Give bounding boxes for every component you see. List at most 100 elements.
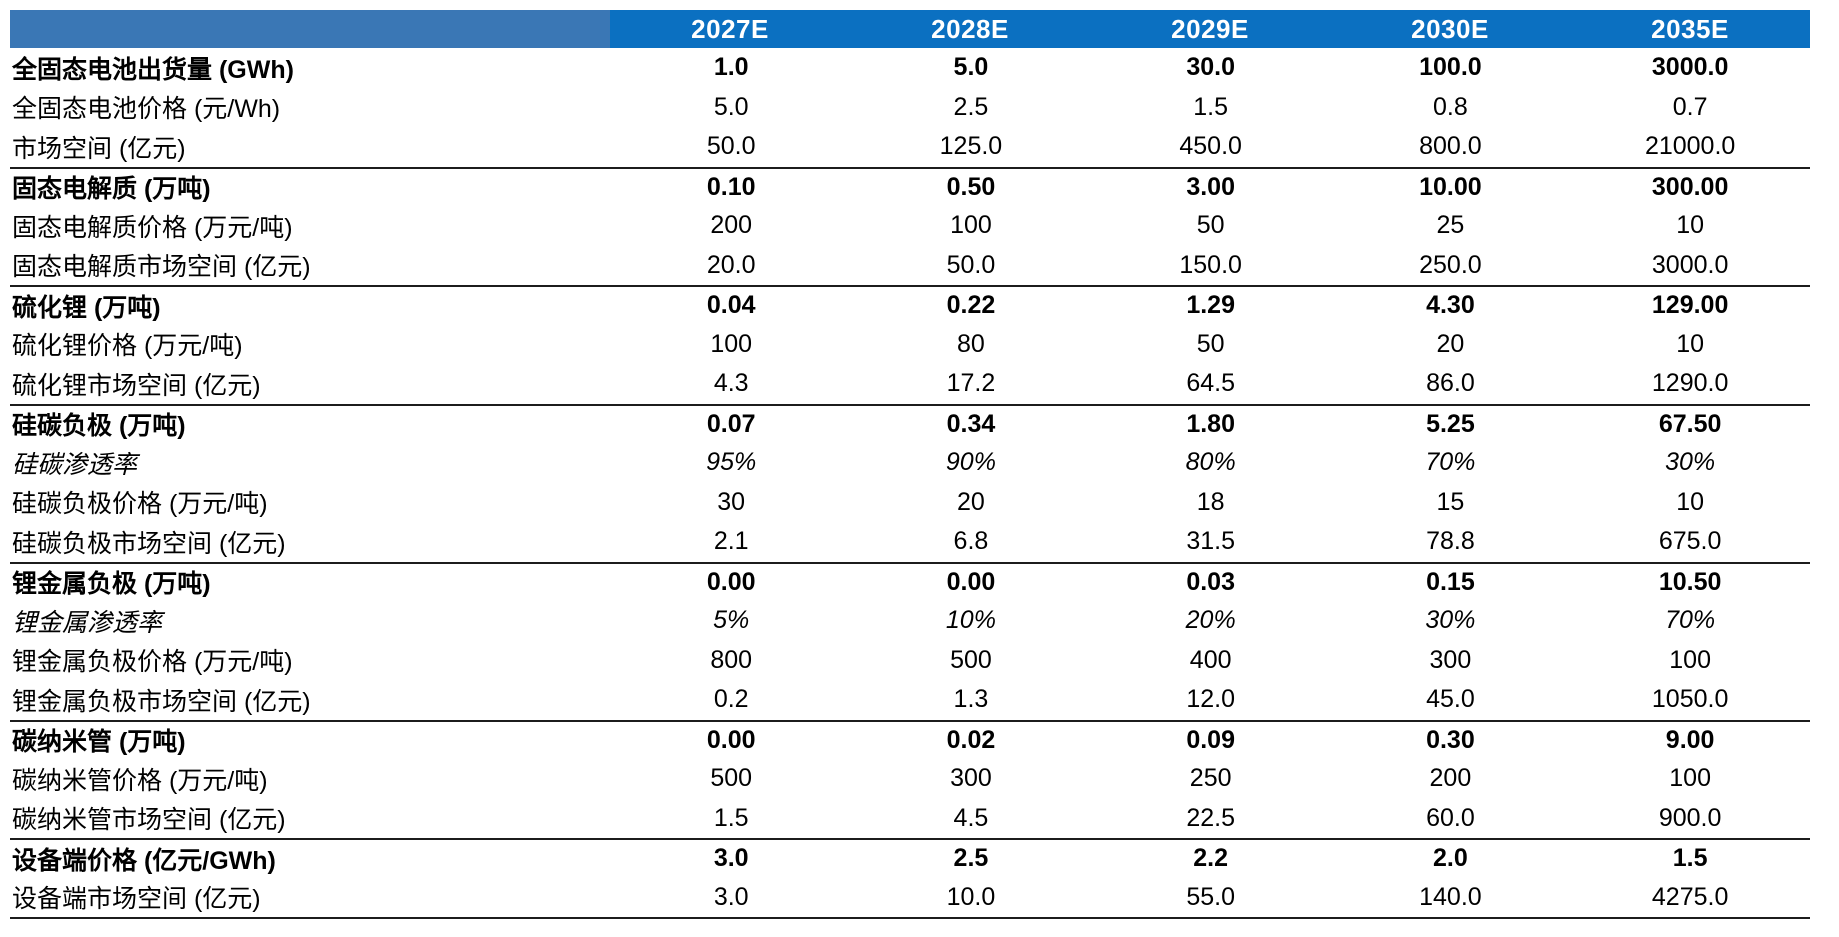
cell-value: 0.00 [706,725,756,754]
table-row: 全固态电池出货量 (GWh) 1.0 5.0 30.0 100.0 3000.0 [10,48,1810,88]
cell-value: 10 [1676,211,1705,240]
cell-value: 2.5 [953,92,989,121]
cell-value: 3.0 [713,844,749,873]
cell-value: 50.0 [706,132,756,161]
cell-value: 1.80 [1186,409,1235,438]
cell-value: 10 [1676,487,1705,516]
cell-value: 0.10 [706,172,756,201]
cell-value: 0.02 [946,725,996,754]
cell-value: 0.22 [946,291,996,320]
cell-value: 3.00 [1186,172,1235,201]
row-label: 硅碳负极市场空间 (亿元) [12,529,286,558]
cell-value: 0.00 [946,567,996,596]
cell-value: 4275.0 [1651,882,1729,911]
row-label: 市场空间 (亿元) [12,134,186,163]
cell-value: 0.03 [1186,567,1235,596]
cell-value: 800.0 [1419,132,1482,161]
cell-value: 200 [1429,764,1472,793]
cell-value: 3000.0 [1651,53,1729,82]
row-label: 固态电解质市场空间 (亿元) [12,253,311,282]
cell-value: 200 [710,211,753,240]
cell-value: 55.0 [1186,882,1235,911]
cell-value: 30% [1425,606,1476,635]
row-label: 锂金属负极 (万吨) [12,570,211,599]
cell-value: 4.5 [953,803,989,832]
cell-value: 31.5 [1186,527,1235,556]
row-label: 硫化锂 (万吨) [12,293,161,322]
cell-value: 140.0 [1419,882,1482,911]
cell-value: 800 [710,645,753,674]
row-label: 设备端价格 (亿元/GWh) [12,846,276,875]
cell-value: 0.00 [706,567,756,596]
row-label: 锂金属渗透率 [12,608,163,637]
row-label: 固态电解质 (万吨) [12,175,211,204]
cell-value: 5.25 [1426,409,1475,438]
cell-value: 30 [717,487,746,516]
cell-value: 1.3 [953,685,989,714]
cell-value: 6.8 [953,527,989,556]
cell-value: 2.0 [1433,844,1468,873]
cell-value: 12.0 [1186,685,1235,714]
cell-value: 0.8 [1433,92,1468,121]
cell-value: 1.5 [1193,92,1229,121]
cell-value: 25 [1436,211,1465,240]
table-row: 硫化锂市场空间 (亿元) 4.3 17.2 64.5 86.0 1290.0 [10,364,1810,404]
table-body: 全固态电池出货量 (GWh) 1.0 5.0 30.0 100.0 3000.0 全固态电池… [10,48,1810,919]
cell-value: 78.8 [1426,527,1475,556]
table-row: 碳纳米管 (万吨) 0.00 0.02 0.09 0.30 9.00 [10,719,1810,760]
row-label: 固态电解质价格 (万元/吨) [12,213,293,242]
cell-value: 0.04 [706,291,756,320]
table-row: 硅碳负极价格 (万元/吨) 30 20 18 15 10 [10,483,1810,523]
table-header-row: 2027E 2028E 2029E 2030E 2035E [10,10,1810,48]
cell-value: 1.5 [1672,844,1708,873]
cell-value: 4.30 [1426,291,1475,320]
row-label: 全固态电池价格 (元/Wh) [12,95,281,124]
table-row: 锂金属负极 (万吨) 0.00 0.00 0.03 0.15 10.50 [10,561,1810,602]
table-row: 硅碳负极市场空间 (亿元) 2.1 6.8 31.5 78.8 675.0 [10,522,1810,562]
cell-value: 50.0 [946,250,996,279]
row-label: 碳纳米管市场空间 (亿元) [12,806,286,835]
cell-value: 1.29 [1186,291,1235,320]
cell-value: 0.2 [713,685,749,714]
row-label: 锂金属负极价格 (万元/吨) [12,648,293,677]
cell-value: 0.30 [1426,725,1475,754]
cell-value: 80 [957,329,985,358]
cell-value: 20.0 [706,250,756,279]
cell-value: 5.0 [953,53,989,82]
cell-value: 300.00 [1651,172,1729,201]
table-row: 硫化锂价格 (万元/吨) 100 80 50 20 10 [10,325,1810,365]
table-row: 固态电解质市场空间 (亿元) 20.0 50.0 150.0 250.0 3000.0 [10,246,1810,286]
cell-value: 20% [1185,606,1236,635]
cell-value: 1.0 [713,53,749,82]
cell-value: 18 [1196,487,1225,516]
cell-value: 21000.0 [1644,132,1736,161]
header-corner-cell [10,10,610,48]
column-header-year: 2035E [1651,13,1729,44]
table-row: 硫化锂 (万吨) 0.04 0.22 1.29 4.30 129.00 [10,285,1810,325]
cell-value: 675.0 [1658,527,1722,556]
cell-value: 125.0 [939,132,1003,161]
table-row: 锂金属负极价格 (万元/吨) 800 500 400 300 100 [10,641,1810,681]
cell-value: 0.07 [706,409,756,438]
cell-value: 17.2 [946,369,996,398]
table-row: 硅碳渗透率 95% 90% 80% 70% 30% [10,443,1810,483]
cell-value: 86.0 [1426,369,1475,398]
table-row: 碳纳米管市场空间 (亿元) 1.5 4.5 22.5 60.0 900.0 [10,799,1810,839]
cell-value: 129.00 [1651,291,1729,320]
cell-value: 20 [1436,329,1465,358]
column-header-year: 2028E [931,13,1009,44]
cell-value: 1050.0 [1651,685,1729,714]
cell-value: 0.15 [1426,567,1475,596]
table-row: 设备端价格 (亿元/GWh) 3.0 2.5 2.2 2.0 1.5 [10,838,1810,878]
cell-value: 1290.0 [1651,369,1729,398]
table-row: 锂金属渗透率 5% 10% 20% 30% 70% [10,601,1810,641]
cell-value: 1.5 [713,803,749,832]
cell-value: 400 [1189,645,1232,674]
row-label: 碳纳米管价格 (万元/吨) [12,766,268,795]
cell-value: 100 [710,329,753,358]
cell-value: 250.0 [1419,250,1482,279]
row-label: 硅碳负极 (万吨) [12,412,186,441]
cell-value: 22.5 [1186,803,1235,832]
year-column-headers: 2027E 2028E 2029E 2030E 2035E [610,10,1810,48]
cell-value: 10.50 [1658,567,1722,596]
